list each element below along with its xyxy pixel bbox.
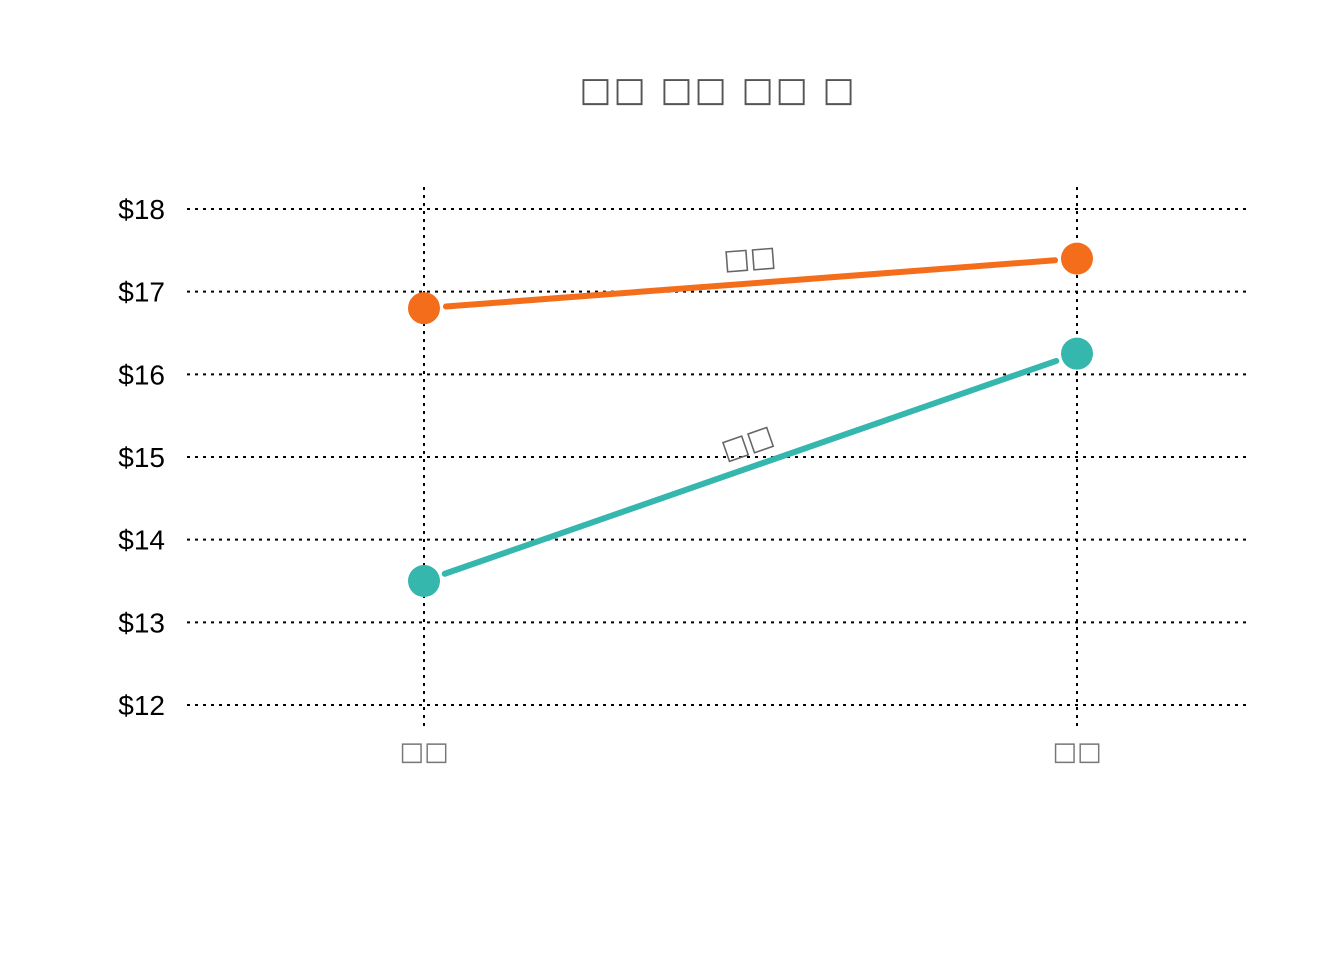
series-labels: □□□□	[717, 239, 778, 466]
data-point	[1061, 337, 1093, 370]
data-point	[1061, 242, 1093, 275]
data-point	[408, 292, 440, 325]
x-tick-label: □□	[1052, 737, 1101, 767]
series-label: □□	[722, 239, 777, 276]
grid-lines	[187, 187, 1248, 728]
y-tick-label: $13	[118, 607, 165, 638]
series-1	[408, 337, 1093, 597]
series-lines	[408, 242, 1093, 597]
series-0	[408, 242, 1093, 325]
series-line	[441, 357, 1060, 577]
y-tick-label: $15	[118, 442, 165, 473]
x-axis-ticks: □□ □□	[399, 737, 1101, 767]
y-tick-label: $12	[118, 690, 165, 721]
chart-title: □□ □□ □□ □	[579, 70, 857, 110]
y-tick-label: $17	[118, 277, 165, 308]
y-axis-ticks: $12 $13 $14 $15 $16 $17 $18	[118, 194, 165, 721]
data-point	[408, 565, 440, 597]
x-tick-label: □□	[399, 737, 448, 767]
y-tick-label: $18	[118, 194, 165, 225]
series-line	[442, 257, 1059, 310]
y-tick-label: $16	[118, 359, 165, 390]
y-tick-label: $14	[118, 525, 165, 556]
